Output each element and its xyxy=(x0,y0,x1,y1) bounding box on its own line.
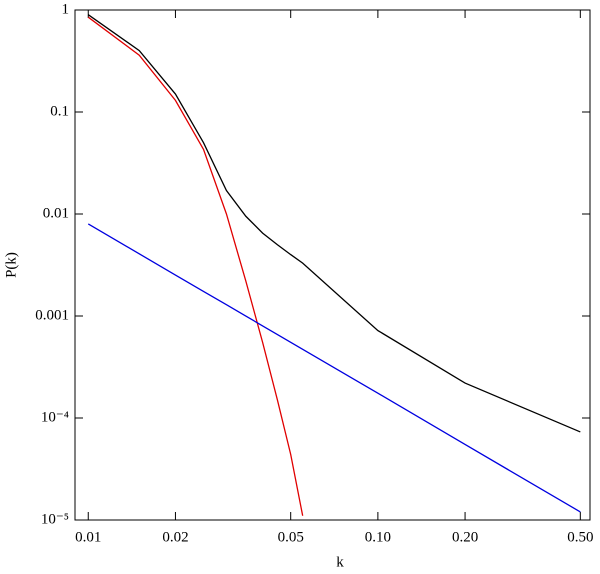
y-tick-label: 0.1 xyxy=(50,103,69,119)
x-tick-label: 0.02 xyxy=(162,529,188,545)
x-axis-label: k xyxy=(336,554,344,570)
x-tick-label: 0.05 xyxy=(278,529,304,545)
y-tick-label: 10⁻⁵ xyxy=(41,511,69,527)
y-tick-label: 0.01 xyxy=(43,205,69,221)
plot-frame xyxy=(74,9,591,521)
y-axis-label: P(k) xyxy=(3,252,19,278)
y-tick-label: 0.001 xyxy=(35,307,69,323)
x-tick-label: 0.20 xyxy=(452,529,478,545)
x-tick-label: 0.50 xyxy=(567,529,593,545)
series-line xyxy=(87,16,304,516)
x-tick-label: 0.01 xyxy=(75,529,101,545)
series-line xyxy=(87,223,581,513)
x-tick-label: 0.10 xyxy=(365,529,391,545)
y-tick-label: 1 xyxy=(62,1,70,17)
series-line xyxy=(87,14,581,433)
y-tick-label: 10⁻⁴ xyxy=(41,409,69,425)
